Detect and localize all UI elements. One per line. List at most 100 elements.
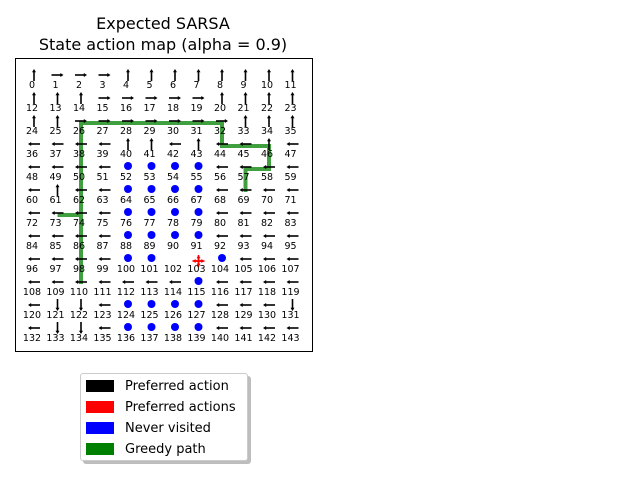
preferred-action-arrow-head — [75, 142, 79, 146]
state-label: 101 — [140, 264, 158, 275]
grid-cell: 118 — [258, 280, 276, 298]
grid-cell: 132 — [23, 326, 41, 344]
preferred-action-arrow-head — [28, 303, 32, 307]
state-label: 112 — [117, 287, 135, 298]
state-label: 134 — [70, 333, 88, 344]
preferred-action-arrow-head — [79, 307, 83, 311]
state-label: 10 — [261, 80, 273, 91]
state-label: 136 — [117, 333, 135, 344]
preferred-action-arrow-head — [83, 73, 87, 77]
grid-cell: 36 — [26, 142, 40, 160]
preferred-action-arrow-head — [201, 96, 205, 100]
grid-cell: 93 — [237, 234, 252, 252]
preferred-action-arrow-head — [75, 257, 79, 261]
preferred-action-arrow-head — [75, 165, 79, 169]
grid-cell: 46 — [261, 138, 273, 160]
grid-cell: 85 — [49, 234, 64, 252]
state-label: 93 — [237, 241, 249, 252]
preferred-action-arrow-head — [130, 96, 134, 100]
grid-cell: 90 — [167, 231, 179, 252]
state-label: 11 — [284, 80, 296, 91]
never-visited-marker — [147, 208, 156, 216]
never-visited-marker — [171, 231, 179, 239]
state-label: 126 — [164, 310, 182, 321]
preferred-action-arrow-head — [98, 142, 102, 146]
preferred-action-arrow-head — [263, 326, 267, 330]
grid-cell: 89 — [143, 231, 156, 252]
preferred-action-arrow-head — [98, 303, 102, 307]
state-label: 140 — [211, 333, 229, 344]
grid-cell: 101 — [140, 254, 159, 275]
state-label: 91 — [190, 241, 202, 252]
grid-cell: 66 — [167, 185, 179, 206]
grid-cell: 111 — [93, 280, 112, 298]
preferred-action-arrow-head — [28, 326, 32, 330]
grid-cell: 120 — [23, 303, 41, 321]
grid-cell: 60 — [26, 188, 40, 206]
state-label: 47 — [284, 149, 296, 160]
grid-cell: 58 — [261, 165, 275, 183]
grid-cell: 104 — [211, 254, 229, 275]
preferred-action-arrow-head — [286, 211, 290, 215]
preferred-action-arrow-head — [239, 142, 243, 146]
grid-cell: 81 — [237, 211, 252, 229]
state-label: 18 — [167, 103, 179, 114]
grid-cell: 40 — [120, 138, 132, 160]
state-label: 123 — [93, 310, 111, 321]
preferred-action-arrow-head — [224, 119, 228, 123]
state-label: 127 — [187, 310, 205, 321]
state-label: 75 — [96, 218, 108, 229]
state-label: 13 — [49, 103, 61, 114]
never-visited-marker — [124, 185, 132, 193]
state-label: 82 — [261, 218, 273, 229]
state-label: 121 — [46, 310, 64, 321]
preferred-action-arrow-head — [239, 326, 243, 330]
state-label: 109 — [46, 287, 64, 298]
greedy-path-layer — [57, 121, 271, 284]
grid-cell: 125 — [140, 300, 159, 321]
grid-cell: 30 — [167, 119, 181, 137]
state-label: 54 — [167, 172, 179, 183]
grid-cell: 15 — [96, 96, 111, 114]
preferred-action-arrow-head — [216, 326, 220, 330]
state-label: 32 — [214, 126, 226, 137]
state-label: 69 — [237, 195, 249, 206]
grid-cell: 17 — [143, 96, 158, 114]
never-visited-marker — [171, 162, 179, 170]
state-label: 62 — [73, 195, 85, 206]
preferred-action-arrow-head — [28, 188, 32, 192]
grid-cell: 4 — [123, 69, 130, 91]
grid-cell: 141 — [234, 326, 253, 344]
never-visited-marker — [171, 208, 179, 216]
state-label: 94 — [261, 241, 273, 252]
grid-cell: 10 — [261, 69, 273, 91]
preferred-action-arrow-head — [290, 92, 295, 96]
preferred-action-arrow-head — [267, 69, 271, 73]
state-label: 104 — [211, 264, 229, 275]
state-label: 130 — [258, 310, 276, 321]
state-label: 34 — [261, 126, 273, 137]
state-label: 102 — [164, 264, 182, 275]
grid-cell: 43 — [190, 138, 203, 160]
state-label: 88 — [120, 241, 132, 252]
preferred-action-arrow-head — [177, 119, 181, 123]
state-label: 40 — [120, 149, 132, 160]
grid-cell: 68 — [214, 188, 228, 206]
grid-cell: 7 — [193, 69, 201, 91]
grid-cell: 74 — [73, 211, 87, 229]
legend-label: Never visited — [125, 420, 211, 436]
never-visited-marker — [147, 323, 156, 331]
state-label: 141 — [234, 333, 252, 344]
preferred-action-arrow-head — [55, 307, 60, 311]
preferred-action-arrow-head — [290, 115, 295, 119]
never-visited-marker — [194, 323, 203, 331]
grid-cell: 114 — [164, 280, 182, 298]
state-label: 142 — [258, 333, 276, 344]
state-label: 6 — [170, 80, 176, 91]
grid-cell: 127 — [187, 300, 206, 321]
state-label: 129 — [234, 310, 252, 321]
grid-cell: 8 — [217, 69, 224, 91]
grid-cell: 139 — [187, 323, 206, 344]
state-label: 60 — [26, 195, 38, 206]
grid-cell: 20 — [214, 92, 226, 114]
